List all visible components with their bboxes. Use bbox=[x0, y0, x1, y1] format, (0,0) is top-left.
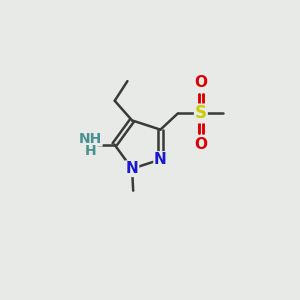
Text: S: S bbox=[195, 104, 207, 122]
Text: NH: NH bbox=[79, 132, 102, 146]
Text: O: O bbox=[194, 136, 207, 152]
Text: O: O bbox=[194, 75, 207, 90]
Text: N: N bbox=[126, 161, 138, 176]
Text: H: H bbox=[84, 144, 96, 158]
Text: N: N bbox=[154, 152, 167, 167]
